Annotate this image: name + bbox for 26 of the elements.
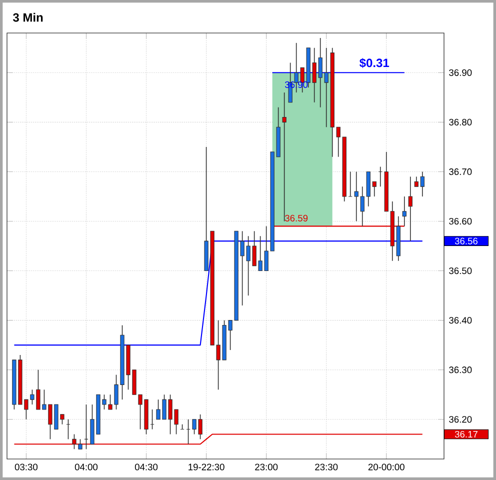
x-tick-label: 19-22:30 <box>188 464 224 470</box>
candlestick <box>348 171 352 197</box>
x-tick-label: 03:30 <box>14 464 38 470</box>
x-tick-label: 20-00:00 <box>368 464 404 470</box>
annotation: 36.59 <box>285 214 308 222</box>
text: 36.17 <box>454 430 478 438</box>
y-tick-label: 36.80 <box>449 118 472 126</box>
x-tick-label: 04:00 <box>74 464 98 470</box>
chart-title: 3 Min <box>12 12 43 22</box>
y-tick-label: 36.40 <box>449 317 472 324</box>
y-tick-label: 36.90 <box>449 69 472 76</box>
y-tick-label: 36.60 <box>449 218 472 225</box>
candlestick <box>408 176 412 242</box>
candlestick <box>282 92 286 222</box>
annotation: $0.31 <box>360 58 390 68</box>
y-tick-label: 36.50 <box>449 267 472 274</box>
y-tick-label: 36.70 <box>449 168 472 176</box>
candlestick <box>414 176 418 187</box>
y-tick-label: 36.30 <box>449 366 472 374</box>
x-tick-label: 23:30 <box>315 464 338 470</box>
y-tick-label: 36.20 <box>449 416 472 423</box>
x-tick-label: 23:00 <box>255 464 278 470</box>
candlestick <box>420 171 424 197</box>
candlestick <box>402 196 406 227</box>
x-tick-label: 04:30 <box>134 464 158 470</box>
text: 36.56 <box>454 238 478 244</box>
